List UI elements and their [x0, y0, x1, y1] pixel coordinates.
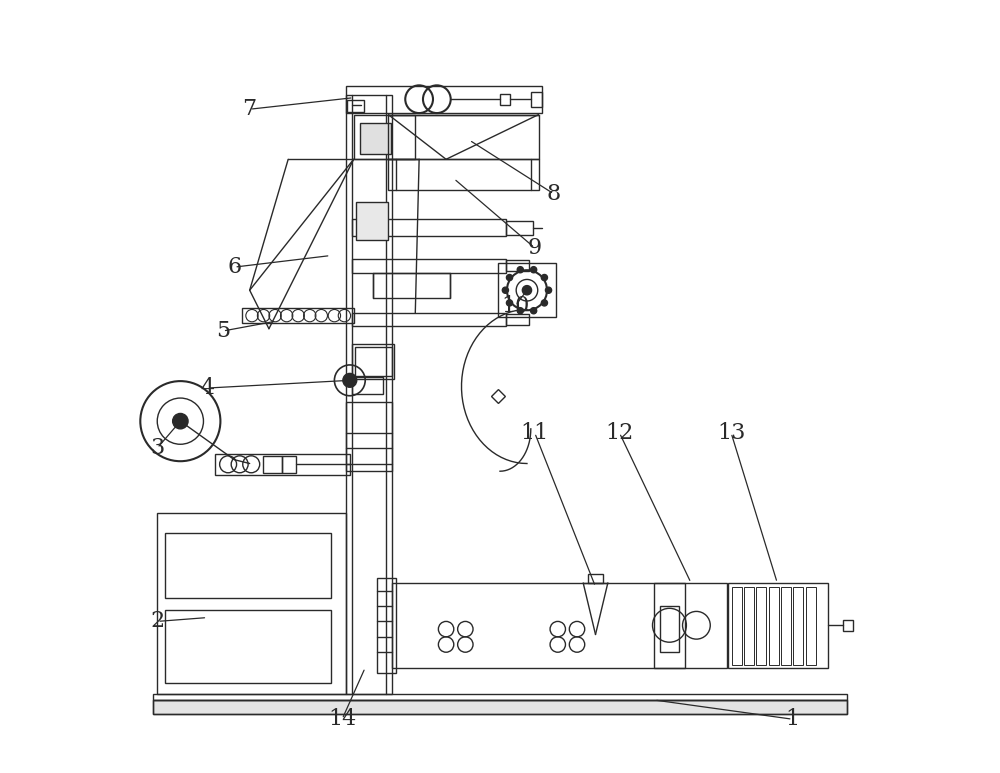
Text: 3: 3 [150, 437, 164, 459]
Bar [153, 700, 847, 713]
Bar [654, 583, 727, 668]
Circle shape [545, 287, 552, 293]
Bar [744, 587, 754, 666]
Bar [498, 264, 556, 317]
Bar [215, 454, 350, 475]
Bar [377, 577, 396, 673]
Bar [356, 202, 388, 240]
Bar [732, 587, 742, 666]
Text: 8: 8 [547, 183, 561, 205]
Bar [660, 606, 679, 652]
Bar [769, 587, 779, 666]
Bar [506, 261, 529, 271]
Circle shape [541, 300, 547, 306]
Bar [153, 700, 847, 713]
Bar [352, 259, 506, 273]
Bar [355, 347, 392, 376]
Bar [242, 308, 354, 323]
Bar [588, 574, 603, 583]
Circle shape [517, 308, 523, 314]
Bar [728, 583, 828, 668]
Bar [347, 100, 364, 111]
Bar [793, 587, 803, 666]
Bar [263, 456, 282, 473]
Text: 5: 5 [216, 320, 230, 342]
Bar [165, 610, 331, 683]
Bar [756, 587, 766, 666]
Text: 2: 2 [150, 611, 164, 632]
Bar [352, 377, 383, 394]
Bar [500, 94, 510, 104]
Bar [346, 86, 542, 113]
Text: 14: 14 [328, 708, 356, 730]
Text: 12: 12 [605, 422, 634, 444]
Bar [282, 456, 296, 473]
Text: 4: 4 [200, 377, 214, 399]
Bar [506, 221, 533, 235]
Bar [843, 620, 853, 631]
Text: 1: 1 [786, 708, 800, 730]
Circle shape [541, 274, 547, 281]
Bar [806, 587, 816, 666]
Text: 7: 7 [243, 98, 257, 121]
Circle shape [522, 285, 532, 295]
Bar [531, 91, 542, 107]
Circle shape [173, 414, 188, 429]
Circle shape [531, 308, 537, 314]
Text: 13: 13 [717, 422, 745, 444]
Circle shape [343, 373, 357, 387]
Bar [781, 587, 791, 666]
Bar [392, 583, 685, 668]
Circle shape [531, 267, 537, 273]
Circle shape [502, 287, 508, 293]
Text: 11: 11 [521, 422, 549, 444]
Bar [352, 312, 506, 326]
Bar [346, 402, 392, 472]
Bar [360, 123, 391, 154]
Bar [354, 114, 415, 159]
Text: 10: 10 [501, 295, 530, 317]
Bar [388, 159, 539, 190]
Circle shape [517, 267, 523, 273]
Bar [352, 344, 394, 379]
Circle shape [506, 300, 513, 306]
Bar [506, 314, 529, 325]
Bar [165, 533, 331, 598]
Text: 9: 9 [528, 237, 542, 259]
Bar [157, 512, 346, 694]
Bar [153, 694, 847, 700]
Bar [373, 273, 450, 298]
Bar [346, 94, 392, 694]
Circle shape [506, 274, 513, 281]
Text: 6: 6 [227, 256, 241, 278]
Bar [388, 114, 539, 159]
Bar [352, 220, 506, 237]
